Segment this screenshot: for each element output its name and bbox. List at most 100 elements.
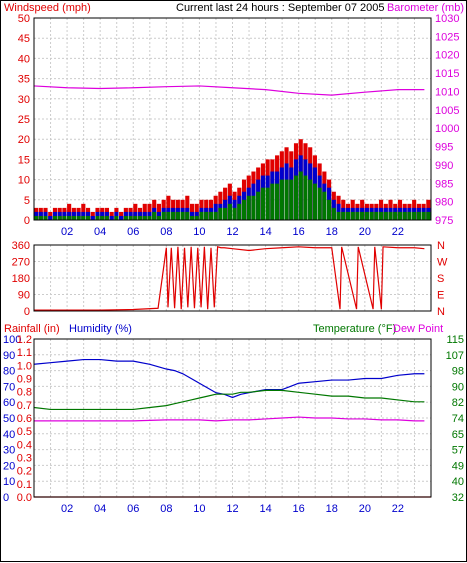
wind-bar (293, 175, 299, 220)
wind-bar (241, 199, 247, 220)
wind-bar (416, 211, 421, 220)
barometer-tick-label: 1005 (435, 105, 459, 117)
wind-bar (128, 215, 133, 220)
windspeed-tick-label: 25 (18, 114, 30, 126)
x-tick-label: 22 (392, 503, 404, 515)
wind-bar (397, 211, 403, 220)
wind-bar (81, 211, 86, 220)
wind-bar (322, 191, 327, 220)
wind-bar (223, 207, 228, 220)
wind-bar (128, 211, 133, 220)
wind-bar (67, 211, 72, 220)
wind-bar (275, 183, 280, 220)
humidity-line (33, 358, 425, 399)
wind-bar (180, 211, 185, 220)
wind-bar (199, 211, 204, 220)
temperature-tick-label: 40 (452, 476, 464, 488)
wind-bar (137, 211, 143, 220)
wind-bar (279, 179, 284, 220)
wind-bar (171, 211, 176, 220)
humidity-tick-label: 70 (3, 381, 15, 393)
wind-bar (161, 211, 166, 220)
wind-bar (369, 211, 374, 220)
rainfall-tick-label: 0.0 (17, 492, 32, 504)
windspeed-tick-label: 0 (24, 215, 30, 227)
wind-bar (133, 215, 138, 220)
compass-tick-label: N (437, 240, 445, 252)
wind-bar (142, 211, 147, 220)
wind-bar (265, 187, 270, 220)
wind-bar (355, 211, 360, 220)
wind-bar (52, 211, 58, 220)
temperature-line (33, 389, 425, 411)
grid-lines (34, 17, 431, 498)
chart-text: Windspeed (mph) Current last 24 hours : … (3, 2, 464, 515)
compass-tick-label: S (437, 273, 444, 285)
x-tick-label: 02 (61, 226, 73, 238)
dewpoint-axis-title: Dew Point (393, 323, 443, 335)
wind-bar (331, 207, 336, 220)
wind-bar (189, 211, 195, 220)
wind-bar (237, 203, 242, 220)
wind-bar (38, 211, 43, 220)
wind-bar (119, 215, 124, 220)
wind-bar (81, 215, 86, 220)
temperature-tick-label: 82 (452, 397, 464, 409)
wind-bar (76, 211, 81, 220)
temperature-tick-label: 65 (452, 429, 464, 441)
windspeed-tick-label: 50 (18, 13, 30, 25)
wind-bar (412, 211, 417, 220)
barometer-tick-label: 1030 (435, 13, 459, 25)
wind-bar (48, 211, 53, 220)
windspeed-tick-label: 35 (18, 74, 30, 86)
rainfall-tick-label: 0.1 (17, 479, 32, 491)
rainfall-tick-label: 0.2 (17, 466, 32, 478)
wind-bar (421, 211, 426, 220)
barometer-line (33, 85, 425, 96)
wind-bar (251, 195, 256, 220)
wind-bar (194, 215, 199, 220)
rainfall-tick-label: 0.5 (17, 426, 32, 438)
humidity-tick-label: 40 (3, 429, 15, 441)
wind-bar (166, 211, 171, 220)
windspeed-tick-label: 40 (18, 53, 30, 65)
barometer-tick-label: 1010 (435, 86, 459, 98)
wind-bar (62, 211, 67, 220)
wind-bar (232, 207, 237, 220)
wind-bar (345, 211, 351, 220)
wind-bar (327, 199, 332, 220)
wind-bar (104, 211, 110, 220)
barometer-tick-label: 1025 (435, 31, 459, 43)
wind-bar (34, 215, 39, 220)
wind-bar (260, 187, 265, 220)
temperature-tick-label: 49 (452, 460, 464, 472)
x-tick-label: 08 (160, 226, 172, 238)
wind-bar (246, 195, 251, 220)
wind-bar (360, 211, 365, 220)
wind-bar (194, 211, 199, 220)
x-tick-label: 06 (127, 226, 139, 238)
x-tick-label: 18 (326, 226, 338, 238)
direction-line (34, 246, 425, 311)
x-tick-label: 14 (259, 503, 271, 515)
wind-bar (393, 211, 398, 220)
x-tick-label: 12 (226, 226, 238, 238)
humidity-tick-label: 10 (3, 476, 15, 488)
windspeed-axis-title: Windspeed (mph) (4, 2, 91, 14)
barometer-tick-label: 995 (435, 142, 453, 154)
wind-bar (95, 215, 100, 220)
wind-bar (137, 215, 143, 220)
chart-header-title: Current last 24 hours : September 07 200… (176, 2, 385, 14)
x-tick-label: 12 (226, 503, 238, 515)
temperature-tick-label: 115 (446, 334, 464, 346)
temperature-tick-label: 98 (452, 366, 464, 378)
wind-bar (119, 211, 124, 220)
wind-bar (100, 211, 105, 220)
wind-bar (123, 215, 128, 220)
x-tick-label: 14 (259, 226, 271, 238)
barometer-tick-label: 1000 (435, 123, 459, 135)
x-tick-label: 16 (293, 226, 305, 238)
axes (33, 17, 432, 498)
wind-bar (43, 215, 48, 220)
